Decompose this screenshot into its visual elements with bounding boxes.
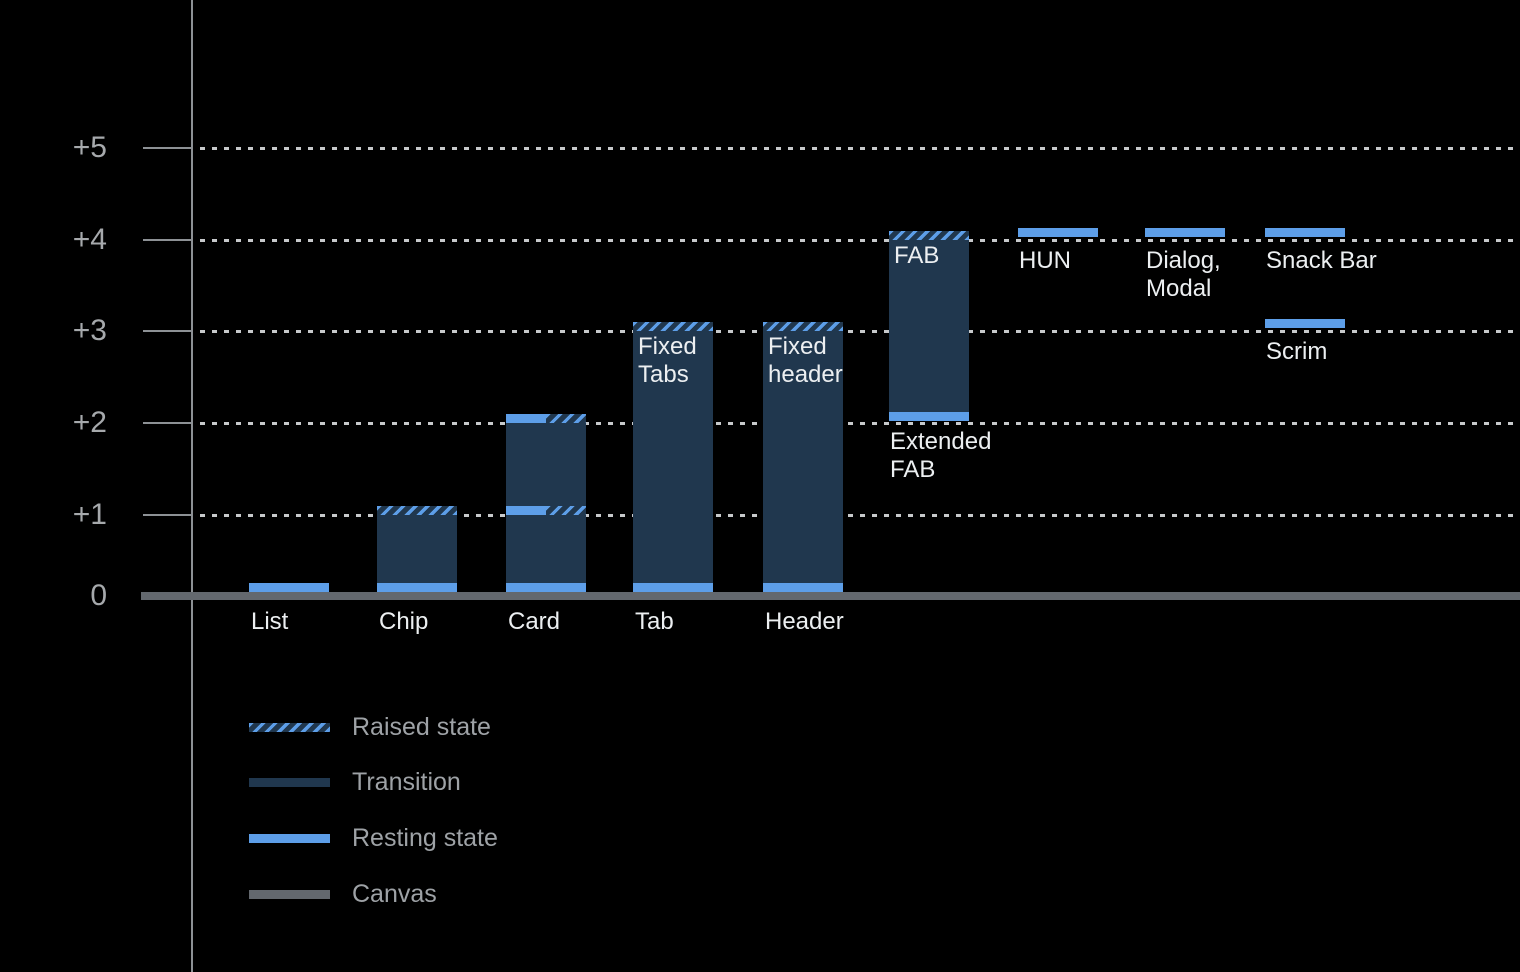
gridline-+4 [200,239,1520,242]
below-label-hun: HUN [1019,247,1071,274]
inner-label-header: Fixed header [768,333,843,388]
axis-label-header: Header [765,608,844,635]
strip-resting-scrim [1265,319,1345,328]
bar-body-header [763,322,843,592]
legend-swatch-canvas [249,889,330,899]
strip-resting-hun [1018,228,1098,237]
strip-resting-dialog-modal [1145,228,1225,237]
legend-row-canvas: Canvas [249,878,437,910]
below-label-fab: Extended FAB [890,428,992,483]
strip-resting-list [249,583,329,592]
y-axis-label: +3 [72,314,107,347]
strip-raised-chip [377,506,457,515]
y-axis-label: +2 [72,406,107,439]
axis-tick-+3 [143,330,192,332]
legend-label-resting: Resting state [352,823,498,852]
below-label-dialog-modal: Dialog, Modal [1146,247,1221,302]
axis-label-tab: Tab [635,608,674,635]
axis-tick-+4 [143,239,192,241]
strip-resting-card [506,583,586,592]
axis-tick-+5 [143,147,192,149]
axis-tick-+1 [143,514,192,516]
canvas-baseline [141,592,1520,600]
below-label-snack-bar: Snack Bar [1266,247,1377,274]
axis-label-list: List [251,608,289,635]
axis-label-chip: Chip [379,608,429,635]
inner-label-tab: Fixed Tabs [638,333,697,388]
legend-label-canvas: Canvas [352,879,437,908]
y-axis-label: +1 [72,498,107,531]
strip-resting-header [763,583,843,592]
strip-resting-chip [377,583,457,592]
strip-split-resting-half [506,506,546,515]
bar-body-fab [889,231,969,421]
legend-swatch-transition [249,777,330,787]
legend-label-raised: Raised state [352,712,491,741]
gridline-+5 [200,147,1520,150]
y-axis-line [191,0,193,972]
gridline-+2 [200,422,1520,425]
strip-split-raised-half [546,414,586,423]
strip-split-card [506,414,586,423]
legend-swatch-raised [249,722,330,732]
strip-raised-tab [633,322,713,331]
strip-split-raised-half [546,506,586,515]
y-axis-label: +5 [72,131,107,164]
bar-body-card [506,414,586,592]
legend-label-transition: Transition [352,767,461,796]
gridline-+1 [200,514,1520,517]
bar-body-chip [377,506,457,592]
axis-label-card: Card [508,608,561,635]
strip-resting-tab [633,583,713,592]
strip-raised-header [763,322,843,331]
strip-resting-fab [889,412,969,421]
gridline-+3 [200,330,1520,333]
strip-split-resting-half [506,414,546,423]
strip-resting-snack-bar [1265,228,1345,237]
legend-swatch-resting [249,833,330,843]
y-axis-label: +4 [72,223,107,256]
bar-body-tab [633,322,713,592]
y-axis-label: 0 [90,579,107,612]
legend-row-transition: Transition [249,766,461,798]
below-label-scrim: Scrim [1266,338,1328,365]
legend-row-raised: Raised state [249,711,491,743]
legend-row-resting: Resting state [249,822,498,854]
strip-split-card [506,506,586,515]
axis-tick-+2 [143,422,192,424]
inner-label-fab: FAB [894,242,940,269]
strip-raised-fab [889,231,969,240]
